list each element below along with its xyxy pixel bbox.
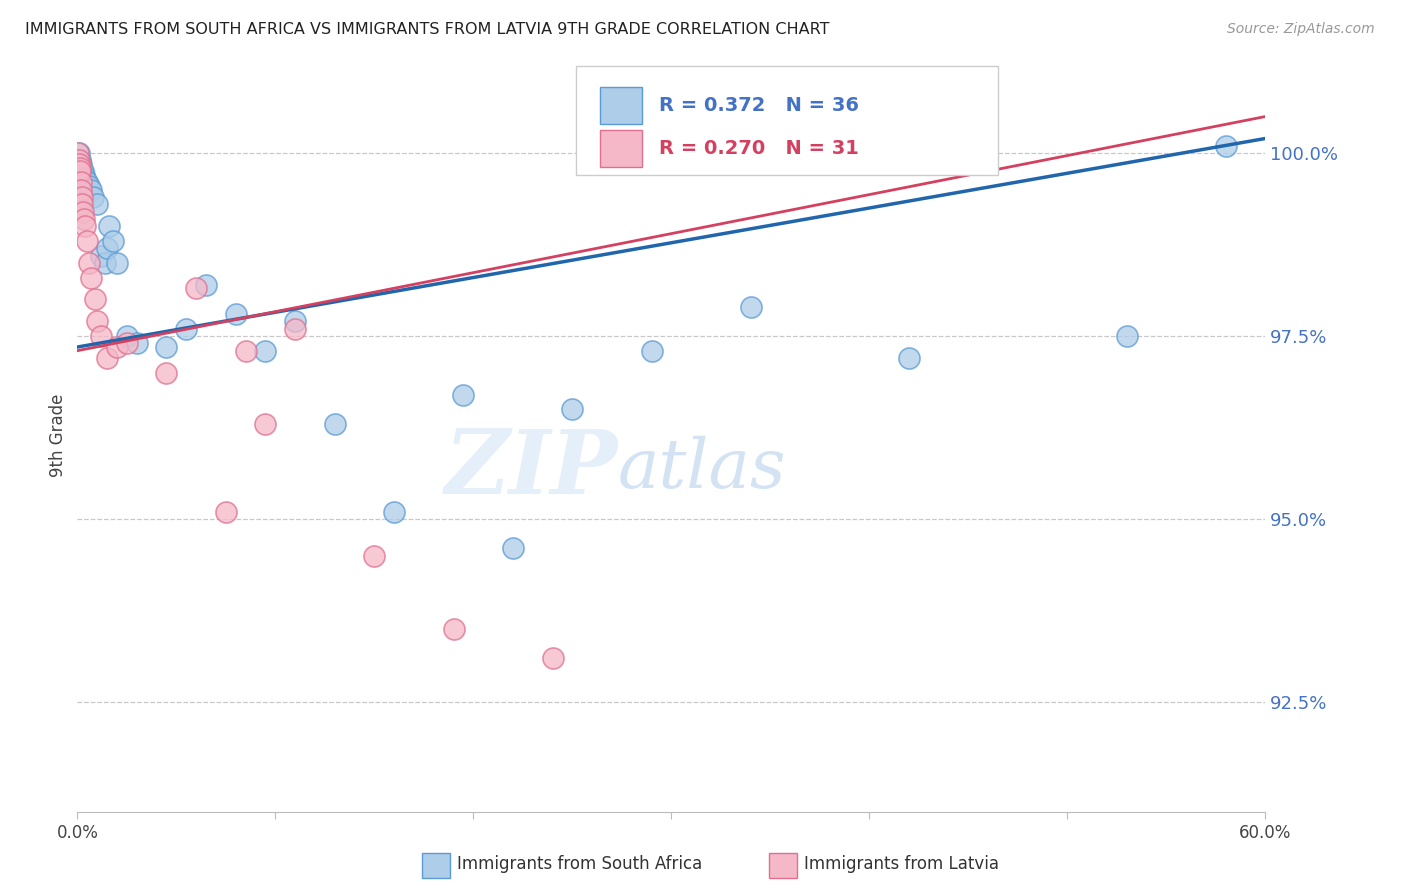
Point xyxy=(541,651,564,665)
Point xyxy=(77,256,100,270)
Point xyxy=(561,402,583,417)
Point xyxy=(67,146,90,161)
Point xyxy=(70,183,93,197)
Point xyxy=(72,204,94,219)
Point xyxy=(740,300,762,314)
Text: Source: ZipAtlas.com: Source: ZipAtlas.com xyxy=(1227,22,1375,37)
Point xyxy=(96,351,118,365)
Point xyxy=(323,417,346,431)
Point xyxy=(77,179,100,194)
Point xyxy=(453,387,475,401)
Text: Immigrants from Latvia: Immigrants from Latvia xyxy=(804,855,1000,873)
Point xyxy=(67,157,90,171)
Point xyxy=(115,329,138,343)
Point xyxy=(898,351,921,365)
Y-axis label: 9th Grade: 9th Grade xyxy=(49,393,67,476)
Point xyxy=(1215,138,1237,153)
Point xyxy=(96,241,118,255)
Point xyxy=(254,417,277,431)
Point xyxy=(76,175,98,189)
Point xyxy=(363,549,385,563)
Point xyxy=(67,161,90,175)
Point xyxy=(84,293,107,307)
Point xyxy=(382,505,405,519)
Point xyxy=(284,314,307,328)
Point xyxy=(70,190,93,204)
Point xyxy=(90,329,112,343)
Point xyxy=(125,336,148,351)
Bar xyxy=(600,87,641,124)
Text: Immigrants from South Africa: Immigrants from South Africa xyxy=(457,855,702,873)
Point xyxy=(105,256,128,270)
Point xyxy=(80,183,103,197)
Point xyxy=(66,168,89,182)
Point xyxy=(67,153,90,168)
Point xyxy=(105,340,128,354)
Point xyxy=(443,622,465,636)
Point xyxy=(69,153,91,168)
Point xyxy=(186,281,208,295)
Point xyxy=(70,157,93,171)
Point xyxy=(235,343,257,358)
Point xyxy=(502,541,524,556)
Point xyxy=(98,219,121,234)
Point xyxy=(75,171,97,186)
Text: atlas: atlas xyxy=(617,435,786,502)
Point xyxy=(90,249,112,263)
Point xyxy=(75,219,97,234)
Text: R = 0.270   N = 31: R = 0.270 N = 31 xyxy=(659,139,859,158)
Point xyxy=(115,336,138,351)
Bar xyxy=(600,130,641,167)
Point xyxy=(155,366,177,380)
Point xyxy=(1115,329,1137,343)
Point xyxy=(80,270,103,285)
Point xyxy=(284,322,307,336)
Point xyxy=(225,307,247,321)
Point xyxy=(69,164,91,178)
Point xyxy=(72,197,94,211)
FancyBboxPatch shape xyxy=(576,65,998,175)
Point xyxy=(73,168,96,182)
Point xyxy=(155,340,177,354)
Point xyxy=(82,190,104,204)
Point xyxy=(94,256,117,270)
Point xyxy=(69,161,91,175)
Point xyxy=(640,343,662,358)
Point xyxy=(195,277,218,292)
Point xyxy=(86,197,108,211)
Point xyxy=(101,234,124,248)
Point xyxy=(174,322,197,336)
Text: IMMIGRANTS FROM SOUTH AFRICA VS IMMIGRANTS FROM LATVIA 9TH GRADE CORRELATION CHA: IMMIGRANTS FROM SOUTH AFRICA VS IMMIGRAN… xyxy=(25,22,830,37)
Point xyxy=(70,175,93,189)
Point xyxy=(254,343,277,358)
Text: ZIP: ZIP xyxy=(444,425,617,512)
Point xyxy=(76,234,98,248)
Point xyxy=(73,211,96,226)
Point xyxy=(72,164,94,178)
Point xyxy=(86,314,108,328)
Point xyxy=(215,505,238,519)
Text: R = 0.372   N = 36: R = 0.372 N = 36 xyxy=(659,96,859,115)
Point xyxy=(67,146,90,161)
